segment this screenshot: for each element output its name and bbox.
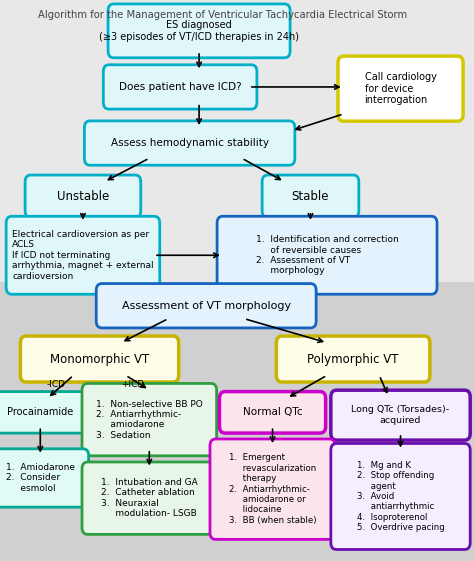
Text: Procainamide: Procainamide: [7, 407, 73, 417]
FancyBboxPatch shape: [219, 392, 326, 433]
FancyBboxPatch shape: [276, 336, 430, 382]
Text: -ICD: -ICD: [46, 380, 65, 389]
Text: Assessment of VT morphology: Assessment of VT morphology: [122, 301, 291, 311]
Text: Monomorphic VT: Monomorphic VT: [50, 352, 149, 366]
FancyBboxPatch shape: [6, 216, 160, 294]
Text: 1.  Emergent
     revascularization
     therapy
2.  Antiarrhythmic-
     amioda: 1. Emergent revascularization therapy 2.…: [229, 453, 316, 525]
FancyBboxPatch shape: [82, 384, 217, 456]
Text: Unstable: Unstable: [57, 190, 109, 203]
Text: 1.  Intubation and GA
2.  Catheter ablation
3.  Neuraxial
     modulation- LSGB: 1. Intubation and GA 2. Catheter ablatio…: [101, 478, 198, 518]
FancyBboxPatch shape: [331, 443, 470, 550]
Text: 1.  Identification and correction
     of reversible causes
2.  Assessment of VT: 1. Identification and correction of reve…: [255, 235, 399, 275]
Bar: [0, 282, 474, 561]
FancyBboxPatch shape: [25, 175, 141, 218]
Text: 1.  Amiodarone
2.  Consider
     esmolol: 1. Amiodarone 2. Consider esmolol: [6, 463, 75, 493]
Text: Does patient have ICD?: Does patient have ICD?: [119, 82, 241, 92]
FancyBboxPatch shape: [84, 121, 295, 165]
FancyBboxPatch shape: [338, 56, 463, 121]
Text: Assess hemodynamic stability: Assess hemodynamic stability: [110, 138, 269, 148]
FancyBboxPatch shape: [217, 216, 437, 294]
FancyBboxPatch shape: [20, 336, 179, 382]
Text: Call cardiology
for device
interrogation: Call cardiology for device interrogation: [365, 72, 437, 105]
FancyBboxPatch shape: [103, 65, 257, 109]
Text: 1.  Non-selective BB PO
2.  Antiarrhythmic-
     amiodarone
3.  Sedation: 1. Non-selective BB PO 2. Antiarrhythmic…: [96, 399, 203, 440]
Text: +ICD: +ICD: [121, 380, 145, 389]
Text: Stable: Stable: [292, 190, 329, 203]
FancyBboxPatch shape: [0, 449, 89, 507]
FancyBboxPatch shape: [331, 390, 470, 440]
Bar: [0, 0, 474, 282]
FancyBboxPatch shape: [262, 175, 359, 218]
Text: 1.  Mg and K
2.  Stop offending
     agent
3.  Avoid
     antiarrhythmic
4.  Iso: 1. Mg and K 2. Stop offending agent 3. A…: [356, 461, 445, 532]
Text: Polymorphic VT: Polymorphic VT: [307, 352, 399, 366]
Text: Electrical cardioversion as per
ACLS
If ICD not terminating
arrhythmia, magnet +: Electrical cardioversion as per ACLS If …: [12, 230, 154, 280]
FancyBboxPatch shape: [96, 284, 316, 328]
FancyBboxPatch shape: [82, 462, 217, 534]
FancyBboxPatch shape: [108, 4, 290, 58]
FancyBboxPatch shape: [0, 392, 89, 433]
Text: Long QTc (Torsades)-
acquired: Long QTc (Torsades)- acquired: [351, 406, 450, 425]
Text: ES diagnosed
(≥3 episodes of VT/ICD therapies in 24h): ES diagnosed (≥3 episodes of VT/ICD ther…: [99, 20, 299, 42]
Text: Algorithm for the Management of Ventricular Tachycardia Electrical Storm: Algorithm for the Management of Ventricu…: [38, 10, 407, 20]
Text: Normal QTc: Normal QTc: [243, 407, 302, 417]
FancyBboxPatch shape: [210, 439, 335, 540]
